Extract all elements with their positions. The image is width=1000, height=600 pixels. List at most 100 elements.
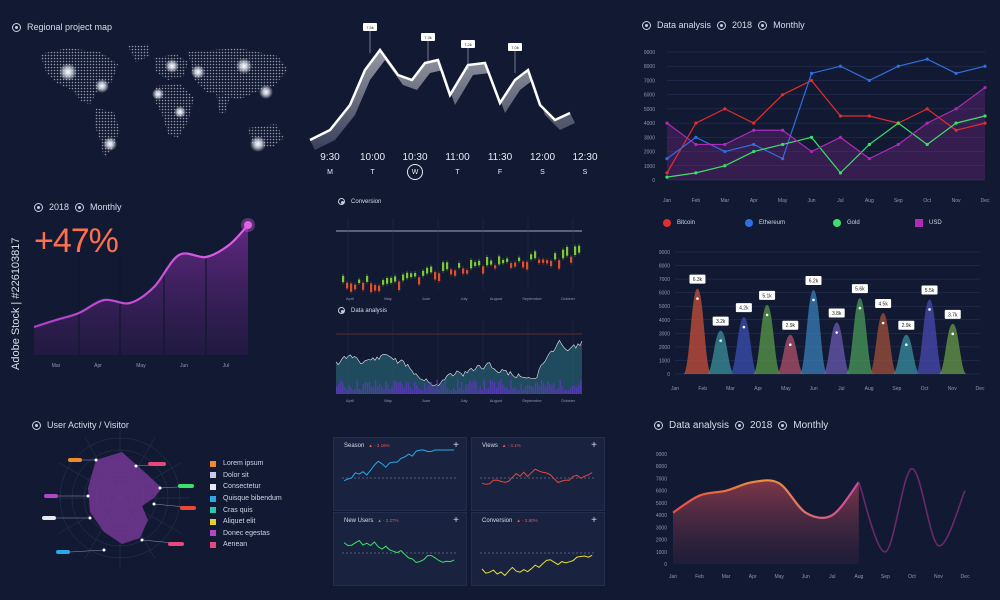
data-point [896,142,900,147]
radar-tab [168,542,184,546]
data-point [867,142,871,147]
y-tick-label: 7000 [659,277,670,283]
series-line-gold [666,115,986,178]
candle [414,272,417,277]
data-point [665,121,669,125]
y-tick-label: 2000 [644,150,655,156]
data-point [694,135,698,139]
data-point [723,107,727,111]
x-tick-label: Aug [865,198,874,204]
x-tick-label: June [422,296,431,301]
volume-bar [555,390,557,394]
candle [470,260,473,269]
peak-dot [858,306,862,310]
data-point [694,121,698,125]
volume-bar [409,386,412,394]
volume-bar [559,379,561,394]
callout-label: 7.2k [464,42,472,47]
candle [562,249,565,259]
volume-bar [354,389,356,394]
y-tick-label: 3000 [656,525,667,531]
data-point [781,93,785,97]
volume-bar [538,385,541,394]
x-tick-label: September [522,398,542,403]
volume-bar [520,383,522,394]
hotspot [236,58,252,74]
candle [494,265,497,269]
add-icon[interactable]: + [453,515,459,526]
peak-dot [905,343,908,346]
radar-node [140,538,144,542]
mini-panel-title: Season ▲ - 3.16% [344,443,390,449]
x-tick-label: Dec [981,198,990,204]
peak-area [915,299,944,374]
timeline-chart: 7.5k 7.3k 7.2k 7.0k [309,23,575,150]
x-tick-label: August [490,398,503,403]
x-tick-label: Oct [921,386,929,392]
map-hotspots [59,58,273,152]
volume-bar [473,379,475,394]
volume-bar [438,388,440,394]
legend-item: Bitcoin [663,219,695,227]
legend-label: Quisque bibendum [223,495,282,503]
y-tick-label: 8000 [644,64,655,70]
callout-box [421,33,435,41]
peak-area [845,298,874,374]
candle [534,251,537,259]
peak-label: 6.2k [809,278,819,284]
data-point [954,121,958,125]
peak-dot [951,332,955,336]
data-point [925,107,929,111]
legend-label: Cras quis [223,506,253,514]
conversion-header: Conversion [338,198,381,205]
x-tick-label: Mar [722,574,731,580]
legend-item: Quisque bibendum [210,493,282,505]
top-right-title: Data analysis [657,20,712,30]
peak-area [892,334,921,374]
top-right-line-chart: 0 1000 2000 3000 4000 5000 6000 7000 8000 9000 Jan… [644,50,990,204]
volume-bar [467,384,469,394]
add-icon[interactable]: + [591,440,597,451]
volume-bar [377,386,379,394]
radar-node [134,464,138,468]
time-label: 12:00 [529,152,556,163]
volume-bar [532,387,535,394]
volume-bar [444,380,447,394]
volume-bar [401,384,403,394]
mini-panel: Season ▲ - 3.16% + [333,437,467,511]
continent-north-america [40,48,118,104]
peak-label: 2.9k [902,323,912,329]
y-tick-label: 1000 [644,164,655,170]
volume-bar [418,387,420,394]
legend-swatch [663,219,671,227]
x-tick-label: Nov [934,574,943,580]
peak-label-box [689,274,706,284]
x-tick-label: Mar [726,386,735,392]
candle [406,272,409,279]
candle [482,266,485,274]
peak-dot [812,298,815,302]
candle [374,285,377,291]
x-tick-label: Jun [808,198,816,204]
peak-label-box [735,303,752,313]
y-tick-label: 3000 [644,135,655,141]
radar-tab [42,516,56,520]
candle [438,273,441,281]
volume-bar [436,379,438,394]
callout-label: 7.0k [511,45,519,50]
volume-bar [489,380,492,394]
add-icon[interactable]: + [591,515,597,526]
peak-dot [928,308,931,311]
peak-dot [742,325,746,329]
continent-greenland [128,44,150,62]
data-point [665,171,669,175]
y-tick-label: 8000 [656,464,667,470]
candle [450,269,453,275]
peak-area [869,313,898,374]
peak-dot [835,331,839,334]
mini-panel-name: Views [482,443,498,449]
volume-bar [573,386,576,394]
usd-area [667,87,985,180]
volume-bar [420,389,422,394]
add-icon[interactable]: + [453,440,459,451]
